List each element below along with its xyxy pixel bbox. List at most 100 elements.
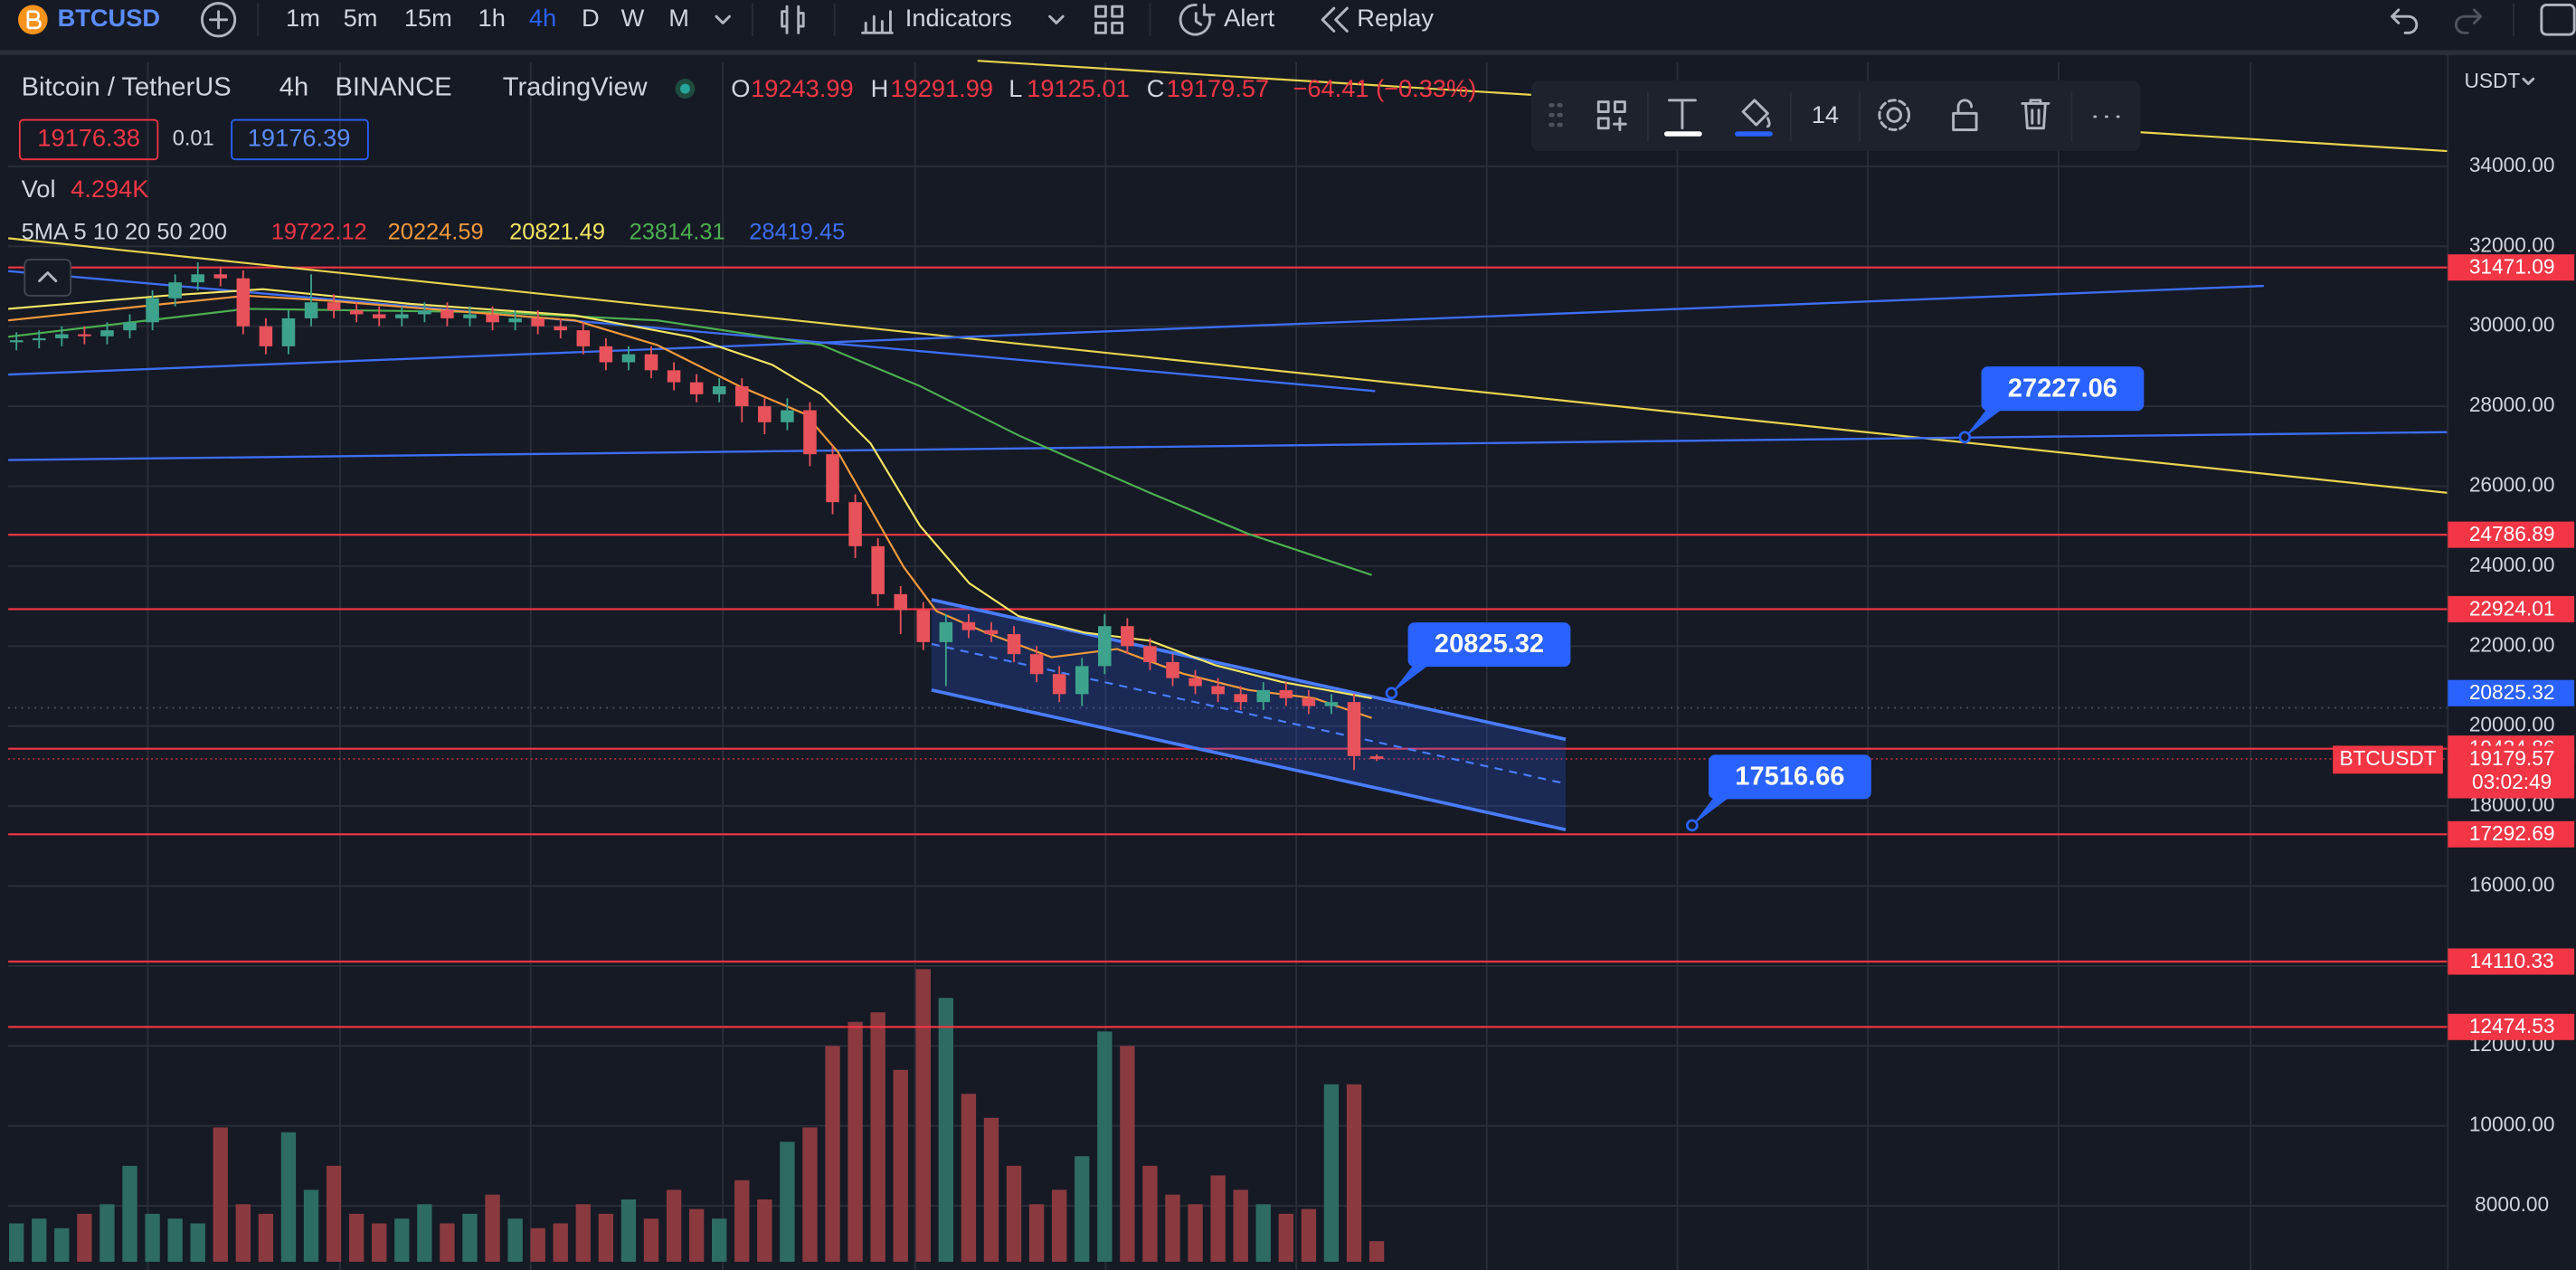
volume-bar [258, 1213, 274, 1262]
candle-body [1007, 634, 1021, 655]
spread: 0.01 [173, 128, 214, 151]
font-size[interactable]: 14 [1812, 100, 1839, 128]
candle-body [689, 382, 704, 394]
volume-bar [734, 1180, 750, 1262]
candle-body [961, 621, 976, 630]
callout-pointer [1965, 407, 2004, 438]
indicators[interactable]: Indicators [905, 4, 1012, 32]
interval[interactable]: 15m [404, 4, 452, 32]
candle-body [826, 454, 839, 503]
candle-body [1075, 666, 1089, 695]
candle-body [1143, 646, 1157, 662]
symbol[interactable]: BTCUSD [58, 4, 160, 32]
replay-icon[interactable] [1321, 6, 1349, 33]
undo[interactable] [2391, 8, 2419, 34]
fill-color[interactable] [1735, 131, 1773, 137]
ohlc-value: 19125.01 [1027, 74, 1130, 102]
volume-bar [326, 1165, 342, 1262]
alert-icon[interactable] [1179, 3, 1216, 36]
volume-bar [983, 1117, 999, 1262]
toolbar-bg [0, 0, 2576, 46]
volume-bar [938, 998, 954, 1262]
candle-body [1256, 689, 1271, 703]
ohlc-value: 19243.99 [751, 74, 854, 102]
interval-active[interactable]: 4h [529, 4, 556, 32]
sell-price[interactable]: 19176.38 [37, 124, 140, 152]
level-label: 31471.09 [2469, 255, 2555, 279]
interval[interactable]: 1m [286, 4, 320, 32]
add-symbol-plus [209, 10, 229, 30]
candle-body [1189, 678, 1202, 687]
interval-menu[interactable] [715, 14, 731, 24]
candle-body [712, 386, 726, 394]
candle-body [554, 326, 568, 331]
interval[interactable]: 1h [478, 4, 506, 32]
interval[interactable]: D [582, 4, 600, 32]
settings-tool[interactable] [1886, 107, 1902, 123]
ohlc-value: 19291.99 [890, 74, 993, 102]
candle-body [576, 330, 591, 346]
callout-pointer [1391, 663, 1432, 694]
interval[interactable]: M [668, 4, 689, 32]
add-symbol[interactable] [200, 2, 237, 38]
chart-type[interactable] [781, 5, 805, 34]
btc-glyph [26, 10, 42, 30]
countdown: 03:02:49 [2472, 770, 2552, 793]
volume-bar [190, 1223, 205, 1262]
volume-bar [99, 1204, 115, 1262]
axis-currency[interactable]: USDT [2464, 69, 2520, 92]
currency-chevron[interactable] [2522, 77, 2535, 86]
symbol-tag-bg [2333, 745, 2443, 774]
sell-box[interactable] [18, 118, 159, 161]
candle-body [146, 298, 159, 323]
candle-body [1211, 686, 1225, 695]
candle-body [259, 326, 273, 346]
volume-bar [348, 1213, 365, 1262]
alert[interactable]: Alert [1224, 4, 1274, 32]
level-label-bg [2448, 948, 2575, 975]
collapse-legend[interactable] [24, 259, 72, 297]
text-tool[interactable] [1667, 99, 1697, 130]
volume-bar [1188, 1204, 1203, 1262]
delete-tool[interactable] [2021, 99, 2050, 130]
volume-bar [575, 1204, 591, 1262]
callout-label: 20825.32 [1435, 630, 1544, 659]
marker-label: 20825.32 [2469, 680, 2555, 704]
interval[interactable]: W [621, 4, 645, 32]
drag-handle[interactable] [1548, 102, 1563, 128]
volume-bar [780, 1142, 795, 1262]
redo[interactable] [2454, 8, 2483, 34]
level-label: 14110.33 [2470, 949, 2554, 972]
indicators-icon[interactable] [861, 10, 894, 34]
buy-price[interactable]: 19176.39 [248, 124, 351, 152]
candle-body [531, 318, 545, 327]
fill-tool[interactable] [1741, 99, 1771, 128]
replay[interactable]: Replay [1357, 4, 1434, 32]
lock-tool[interactable] [1952, 99, 1978, 131]
buy-box[interactable] [231, 118, 369, 161]
callouts: 27227.06 20825.32 17516.66 [1385, 366, 2145, 832]
level-label-bg [2448, 595, 2575, 622]
layouts[interactable] [1094, 5, 1124, 34]
candle-body [100, 330, 114, 336]
volume-bar [620, 1199, 637, 1262]
volume-bar [1301, 1208, 1317, 1262]
level-label-bg [2448, 254, 2575, 281]
indicators-menu[interactable] [1048, 14, 1065, 24]
template-tool[interactable] [1596, 100, 1627, 131]
ma-value: 20224.59 [388, 220, 484, 245]
text-color[interactable] [1663, 131, 1702, 137]
callout-label: 17516.66 [1735, 762, 1844, 791]
level-label-bg [2448, 820, 2575, 848]
volume-bar [643, 1218, 659, 1262]
candle-body [781, 410, 794, 422]
candle-body [734, 386, 749, 407]
fullscreen[interactable] [2540, 3, 2576, 36]
interval[interactable]: 5m [344, 4, 378, 32]
volume-bar [757, 1199, 772, 1262]
candle-body [871, 545, 885, 594]
candle-body [281, 318, 296, 346]
symbol-name: Bitcoin / TetherUS [22, 73, 232, 102]
volume-bar [1255, 1204, 1271, 1262]
